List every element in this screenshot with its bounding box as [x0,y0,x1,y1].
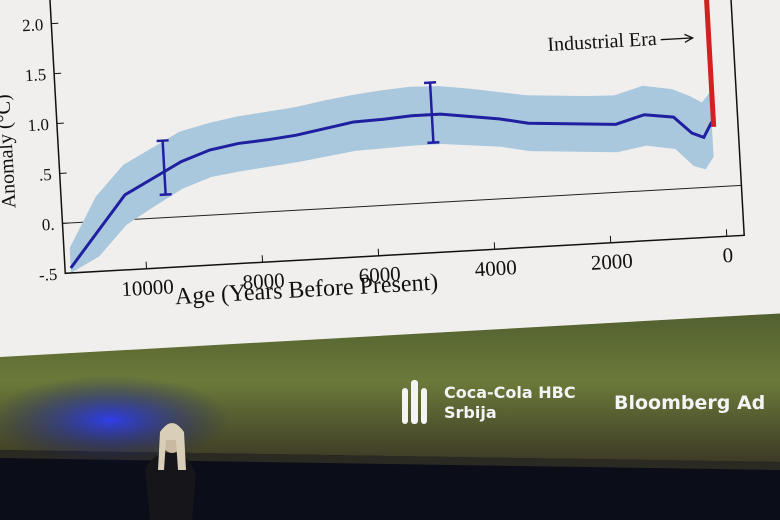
screen-edge [0,450,780,470]
x-tick-label: 8000 [242,268,285,294]
error-bar-stem [428,82,435,143]
error-bar [156,139,172,197]
y-axis-label: Anomaly (°C) [0,94,21,209]
uncertainty-band [69,85,714,273]
error-bar-cap [423,81,437,85]
y-tick-label: 1.5 [24,65,46,85]
axes-frame [48,0,745,275]
error-bar-cap [427,140,440,145]
sponsors: Coca-Cola HBC Srbija Bloomberg Ad [402,380,765,424]
x-tick-label: 10000 [121,274,175,301]
y-tick-label: 2.0 [22,15,44,35]
error-bar-cap [156,139,169,143]
industrial-era-line [701,0,717,128]
sponsor-subtitle: Srbija [444,403,497,422]
error-bar [423,81,440,145]
bottle-logo [402,380,427,424]
annotation-arrow [660,33,695,43]
x-tick-label: 2000 [590,249,633,275]
sponsor-name: Bloomberg Ad [614,392,765,414]
presenter [145,423,196,520]
x-tick-label: 4000 [474,255,517,281]
mean-line [69,112,714,269]
y-tick-label: 0. [41,215,55,235]
error-bar-stem [161,140,167,195]
slide: Age (Years Before Present) Anomaly (°C) … [0,0,780,360]
x-tick-label: 0 [722,243,734,268]
sponsor-name: Coca-Cola HBC [444,383,576,402]
stage-light [0,375,230,465]
x-tick-label: 6000 [358,262,401,288]
y-tick-label: -.5 [38,265,57,285]
y-tick-label: 1.0 [27,115,49,135]
y-tick-label: .5 [38,165,52,185]
error-bar-cap [159,192,172,197]
zero-line [62,184,742,224]
